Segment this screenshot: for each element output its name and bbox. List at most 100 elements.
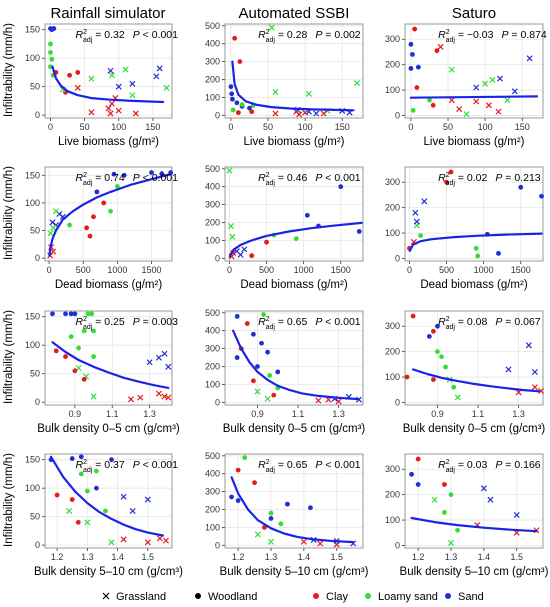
point-cross-loamy xyxy=(267,538,275,545)
y-tick-label: 100 xyxy=(25,483,40,493)
r-squared-symbol: R xyxy=(258,459,266,471)
p-symbol: P xyxy=(315,459,322,471)
y-tick-label: 200 xyxy=(385,490,400,500)
y-tick-label: 0 xyxy=(395,397,400,407)
r-squared-symbol: R xyxy=(75,29,83,41)
stats-annotation: R2 adj = 0.32 P < 0.001 xyxy=(75,29,178,44)
x-tick-label: 1.3 xyxy=(445,552,458,562)
y-tick-label: 200 xyxy=(205,75,220,85)
y-tick-label: 150 xyxy=(25,455,40,465)
p-symbol: P xyxy=(133,29,140,41)
point-dot-sand xyxy=(229,494,234,500)
fit-curve xyxy=(410,516,538,533)
panel-background xyxy=(225,167,363,261)
y-tick-label: 150 xyxy=(25,25,40,35)
point-dot-clay xyxy=(235,467,241,473)
point-cross-clay xyxy=(300,538,307,545)
point-dot-sand xyxy=(409,471,414,477)
p-symbol: P xyxy=(315,172,322,184)
x-tick-label: 1.3 xyxy=(265,552,278,562)
point-dot-sand xyxy=(356,229,362,234)
x-tick-label: 0 xyxy=(407,265,412,275)
r-squared-sub: adj xyxy=(83,180,93,187)
stats-annotation: R2 adj = 0.46 P < 0.001 xyxy=(258,172,361,187)
fit-curve xyxy=(51,341,170,389)
p-value: < 0.001 xyxy=(140,172,178,184)
point-dot-loamy xyxy=(439,354,444,360)
y-tick-label: 400 xyxy=(205,182,220,192)
point-cross-sand xyxy=(241,246,248,253)
p-value: = 0.067 xyxy=(502,316,540,328)
y-tick-label: 500 xyxy=(205,308,220,318)
x-tick-label: 1.3 xyxy=(512,409,525,419)
r-squared-sub: adj xyxy=(446,180,456,187)
x-axis-label: Bulk density 0–5 cm (g/cm³) xyxy=(403,423,546,435)
point-dot-clay xyxy=(442,482,447,487)
x-tick-label: 1.4 xyxy=(111,552,124,562)
y-tick-label: 100 xyxy=(205,522,220,532)
legend-label-clay: Clay xyxy=(326,591,349,603)
r-squared-symbol: R xyxy=(438,459,446,471)
panel-border xyxy=(224,166,364,262)
y-tick-label: 400 xyxy=(205,326,220,336)
point-cross-loamy xyxy=(431,496,438,503)
fit-curve xyxy=(228,221,363,258)
point-cross-sand xyxy=(153,73,160,80)
r-squared-sup: 2 xyxy=(83,29,87,36)
point-cross-sand xyxy=(413,218,420,225)
y-axis-label-row-3: Infiltrability (mm/h) xyxy=(3,310,15,404)
point-cross-clay xyxy=(108,100,115,107)
y-tick-label: 50 xyxy=(30,512,40,522)
r-squared-sub: adj xyxy=(446,467,456,474)
point-cross-clay xyxy=(437,43,444,50)
point-cross-loamy xyxy=(129,92,136,99)
col-title-rainfall-simulator: Rainfall simulator xyxy=(50,5,165,22)
x-tick-label: 50 xyxy=(80,122,90,132)
point-dot-clay xyxy=(69,497,75,502)
point-cross-sand xyxy=(513,511,520,518)
stats-annotation: R2 adj = 0.25 P = 0.003 xyxy=(75,316,178,331)
point-cross-clay xyxy=(155,390,162,397)
fit-curve xyxy=(409,95,539,99)
panel-background xyxy=(45,167,172,261)
panel-background xyxy=(405,24,543,118)
point-dot-loamy xyxy=(94,468,99,474)
point-dot-clay xyxy=(75,70,81,75)
legend-item-clay: Clay xyxy=(313,591,349,603)
point-dot-clay xyxy=(63,354,68,359)
point-cross-sand xyxy=(120,493,127,500)
point-dot-sand xyxy=(308,505,313,511)
col-title-automated-ssbi: Automated SSBI xyxy=(239,5,350,22)
legend: Grassland Woodland Clay Loamy sand Sand xyxy=(102,591,484,603)
x-axis-label: Bulk density 5–10 cm (g/cm³) xyxy=(220,566,369,578)
y-tick-label: 400 xyxy=(205,39,220,49)
legend-marker-dot xyxy=(195,593,201,599)
panel-bd510-saturo: 1.2 1.3 1.4 1.5 0 100 200 300 Bulk density 5–10 … xyxy=(385,453,549,578)
panel-border xyxy=(44,23,173,119)
point-dot-loamy xyxy=(81,328,87,334)
r-squared-sup: 2 xyxy=(266,459,270,466)
x-axis-label: Dead biomass (g/m²) xyxy=(420,279,528,291)
point-cross-loamy xyxy=(52,208,59,215)
point-dot-sand xyxy=(228,84,234,90)
y-tick-label: 0 xyxy=(35,397,40,407)
column-titles: Rainfall simulator Automated SSBI Saturo xyxy=(50,5,496,22)
point-dot-sand xyxy=(149,170,154,175)
point-dot-clay xyxy=(430,102,436,108)
point-dot-clay xyxy=(67,72,72,78)
point-cross-loamy xyxy=(447,539,455,546)
point-dot-loamy xyxy=(278,521,284,527)
point-cross-clay xyxy=(165,394,172,401)
r-squared-value: = 0.08 xyxy=(455,316,488,328)
y-tick-label: 100 xyxy=(205,235,220,245)
x-tick-label: 150 xyxy=(335,122,350,132)
x-tick-label: 1.4 xyxy=(298,552,311,562)
point-dot-loamy xyxy=(68,334,74,340)
point-cross-clay xyxy=(74,84,81,91)
y-tick-label: 500 xyxy=(205,164,220,174)
p-value: < 0.001 xyxy=(322,172,360,184)
point-dot-sand xyxy=(63,311,68,317)
y-tick-label: 100 xyxy=(205,92,220,102)
stats-annotation: R2 adj = 0.65 P < 0.001 xyxy=(258,316,361,331)
fit-curve xyxy=(232,329,360,401)
